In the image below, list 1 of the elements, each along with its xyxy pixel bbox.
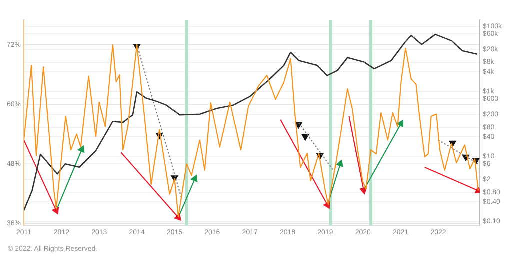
point (302, 134, 310, 141)
